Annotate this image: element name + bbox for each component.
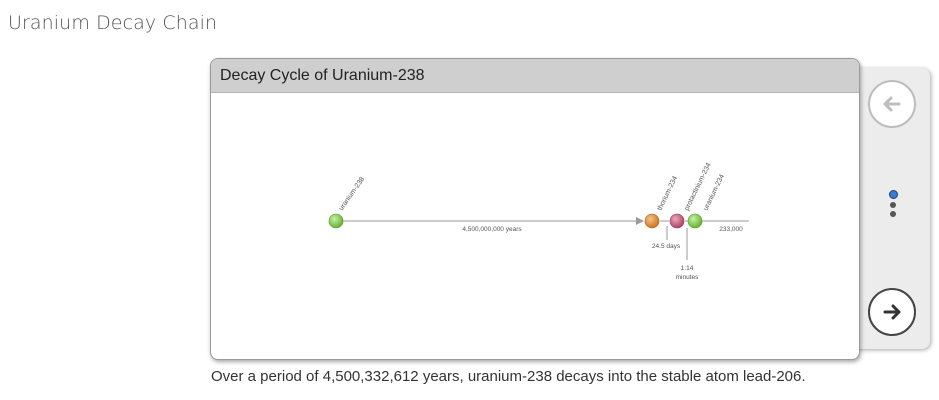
page-dot-1[interactable] bbox=[888, 190, 898, 199]
node-label-uranium-234: uranium-234 bbox=[703, 173, 727, 211]
caption-text: Over a period of 4,500,332,612 years, ur… bbox=[211, 368, 806, 385]
node-thorium-234[interactable] bbox=[644, 213, 660, 229]
page-dot-2[interactable] bbox=[890, 202, 896, 208]
page-dot-3[interactable] bbox=[890, 211, 896, 217]
next-button[interactable] bbox=[868, 288, 916, 336]
page-title: Uranium Decay Chain bbox=[8, 12, 218, 34]
page-indicator bbox=[886, 190, 900, 220]
decay-card: Decay Cycle of Uranium-238 bbox=[210, 58, 860, 360]
duration-label-2: 24.5 days bbox=[652, 243, 681, 250]
duration-label-4: 233,000 bbox=[719, 226, 743, 233]
card-title: Decay Cycle of Uranium-238 bbox=[211, 59, 859, 93]
node-uranium-238[interactable] bbox=[328, 213, 344, 229]
duration-label-3-unit: minutes bbox=[676, 274, 700, 281]
decay-diagram: uranium-238 thorium-234 protactinium-234… bbox=[328, 162, 749, 281]
node-protactinium-234[interactable] bbox=[669, 213, 685, 229]
duration-label-1: 4,500,000,000 years bbox=[462, 226, 522, 233]
node-label-uranium-238: uranium-238 bbox=[338, 176, 366, 212]
duration-label-3-value: 1.14 bbox=[681, 265, 694, 272]
previous-button[interactable] bbox=[868, 80, 916, 128]
node-label-thorium-234: thorium-234 bbox=[657, 175, 680, 212]
node-uranium-234[interactable] bbox=[687, 213, 703, 229]
arrow-left-icon bbox=[883, 96, 901, 112]
arrow-right-icon bbox=[883, 304, 901, 320]
